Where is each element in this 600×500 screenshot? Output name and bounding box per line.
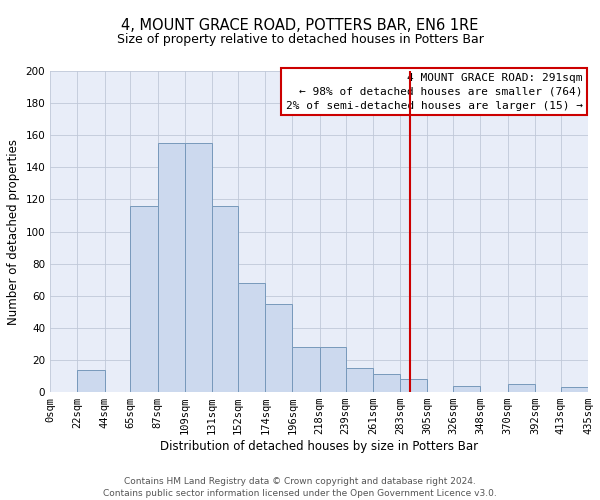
Bar: [373, 374, 400, 392]
X-axis label: Distribution of detached houses by size in Potters Bar: Distribution of detached houses by size …: [160, 440, 478, 453]
Y-axis label: Number of detached properties: Number of detached properties: [7, 138, 20, 324]
Bar: [158, 143, 185, 392]
Bar: [130, 206, 158, 392]
Bar: [77, 370, 104, 392]
Bar: [400, 380, 427, 392]
Bar: [320, 347, 346, 392]
Text: 4, MOUNT GRACE ROAD, POTTERS BAR, EN6 1RE: 4, MOUNT GRACE ROAD, POTTERS BAR, EN6 1R…: [121, 18, 479, 32]
Bar: [185, 143, 212, 392]
Text: Size of property relative to detached houses in Potters Bar: Size of property relative to detached ho…: [116, 32, 484, 46]
Bar: [561, 388, 588, 392]
Bar: [238, 283, 265, 392]
Bar: [292, 347, 320, 392]
Text: 4 MOUNT GRACE ROAD: 291sqm
← 98% of detached houses are smaller (764)
2% of semi: 4 MOUNT GRACE ROAD: 291sqm ← 98% of deta…: [286, 72, 583, 110]
Bar: [508, 384, 535, 392]
Bar: [453, 386, 481, 392]
Bar: [265, 304, 292, 392]
Bar: [346, 368, 373, 392]
Text: Contains HM Land Registry data © Crown copyright and database right 2024.
Contai: Contains HM Land Registry data © Crown c…: [103, 476, 497, 498]
Bar: [212, 206, 238, 392]
